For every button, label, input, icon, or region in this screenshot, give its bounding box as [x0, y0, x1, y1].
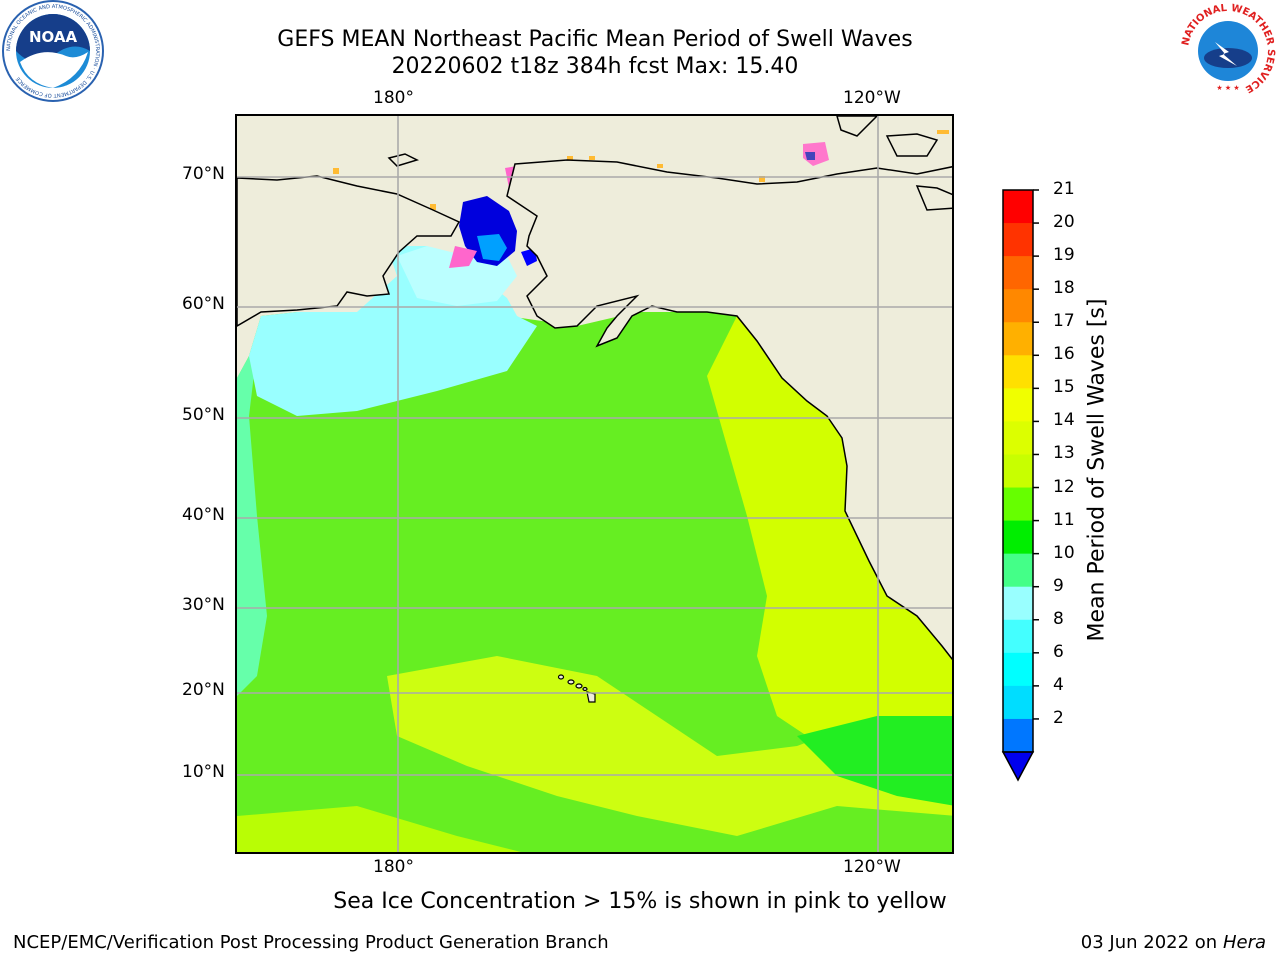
colorbar-tick-label: 11: [1053, 509, 1075, 530]
colorbar-bin: [1003, 223, 1033, 257]
colorbar-tick-label: 13: [1053, 443, 1075, 464]
colorbar-bin: [1003, 256, 1033, 290]
colorbar-bin: [1003, 454, 1033, 489]
ocean-field: [237, 130, 952, 852]
colorbar-tick-label: 6: [1053, 641, 1064, 662]
lat-label-40: 40°N: [182, 505, 225, 525]
noaa-logo: NATIONAL OCEANIC AND ATMOSPHERIC ADMINIS…: [2, 0, 104, 102]
colorbar-tick-label: 16: [1053, 344, 1075, 365]
graticule: [237, 116, 952, 852]
landmass: [237, 116, 952, 661]
colorbar-bin: [1003, 388, 1033, 422]
colorbar-tick-label: 19: [1053, 245, 1075, 266]
colorbar-bin: [1003, 553, 1033, 588]
colorbar-tick-label: 20: [1053, 212, 1075, 233]
svg-text:★ ★ ★: ★ ★ ★: [1216, 84, 1239, 92]
colorbar-tick-label: 12: [1053, 476, 1075, 497]
footer-host: Hera: [1222, 932, 1266, 953]
colorbar: [1001, 189, 1039, 782]
colorbar-tick-label: 9: [1053, 575, 1064, 596]
colorbar-bin: [1003, 355, 1033, 389]
footer-date: 03 Jun 2022 on Hera: [1081, 932, 1266, 953]
lon-label-bottom-180: 180°: [373, 857, 414, 877]
colorbar-bin: [1003, 190, 1033, 224]
lat-label-70: 70°N: [182, 164, 225, 184]
lat-label-60: 60°N: [182, 294, 225, 314]
chart-title: GEFS MEAN Northeast Pacific Mean Period …: [277, 27, 913, 52]
footer-credit: NCEP/EMC/Verification Post Processing Pr…: [13, 932, 609, 953]
sea-ice-note: Sea Ice Concentration > 15% is shown in …: [333, 889, 947, 914]
colorbar-bin: [1003, 586, 1033, 621]
colorbar-tick-label: 17: [1053, 311, 1075, 332]
colorbar-bin: [1003, 421, 1033, 455]
lat-label-50: 50°N: [182, 405, 225, 425]
colorbar-bin: [1003, 322, 1033, 356]
colorbar-bin: [1003, 520, 1033, 555]
nws-logo: NATIONAL WEATHER SERVICE ★ ★ ★: [1177, 0, 1279, 102]
colorbar-bin: [1003, 652, 1033, 687]
footer-date-text: 03 Jun 2022 on: [1080, 932, 1218, 953]
colorbar-bin: [1003, 718, 1033, 753]
map-panel: [235, 114, 954, 854]
colorbar-tick-label: 2: [1053, 707, 1064, 728]
colorbar-tick-label: 18: [1053, 278, 1075, 299]
colorbar-tick-label: 8: [1053, 608, 1064, 629]
colorbar-bin: [1003, 289, 1033, 323]
colorbar-tick-label: 21: [1053, 179, 1075, 199]
colorbar-tick-label: 4: [1053, 674, 1064, 695]
lon-label-top-120w: 120°W: [843, 88, 901, 108]
lon-label-top-180: 180°: [373, 88, 414, 108]
noaa-logo-text: NOAA: [29, 28, 78, 46]
lon-label-bottom-120w: 120°W: [843, 857, 901, 877]
hawaii-islands: [557, 674, 596, 703]
colorbar-tick-label: 10: [1053, 542, 1075, 563]
lat-label-20: 20°N: [182, 680, 225, 700]
colorbar-bin: [1003, 487, 1033, 522]
lat-label-10: 10°N: [182, 762, 225, 782]
lat-label-30: 30°N: [182, 595, 225, 615]
colorbar-extend-triangle: [1001, 751, 1035, 782]
map-canvas: [237, 116, 952, 852]
colorbar-tick-label: 14: [1053, 410, 1075, 431]
colorbar-bin: [1003, 619, 1033, 654]
chart-subtitle: 20220602 t18z 384h fcst Max: 15.40: [391, 54, 799, 79]
colorbar-bin: [1003, 685, 1033, 720]
colorbar-label: Mean Period of Swell Waves [s]: [1084, 298, 1110, 642]
colorbar-tick-label: 15: [1053, 377, 1075, 398]
